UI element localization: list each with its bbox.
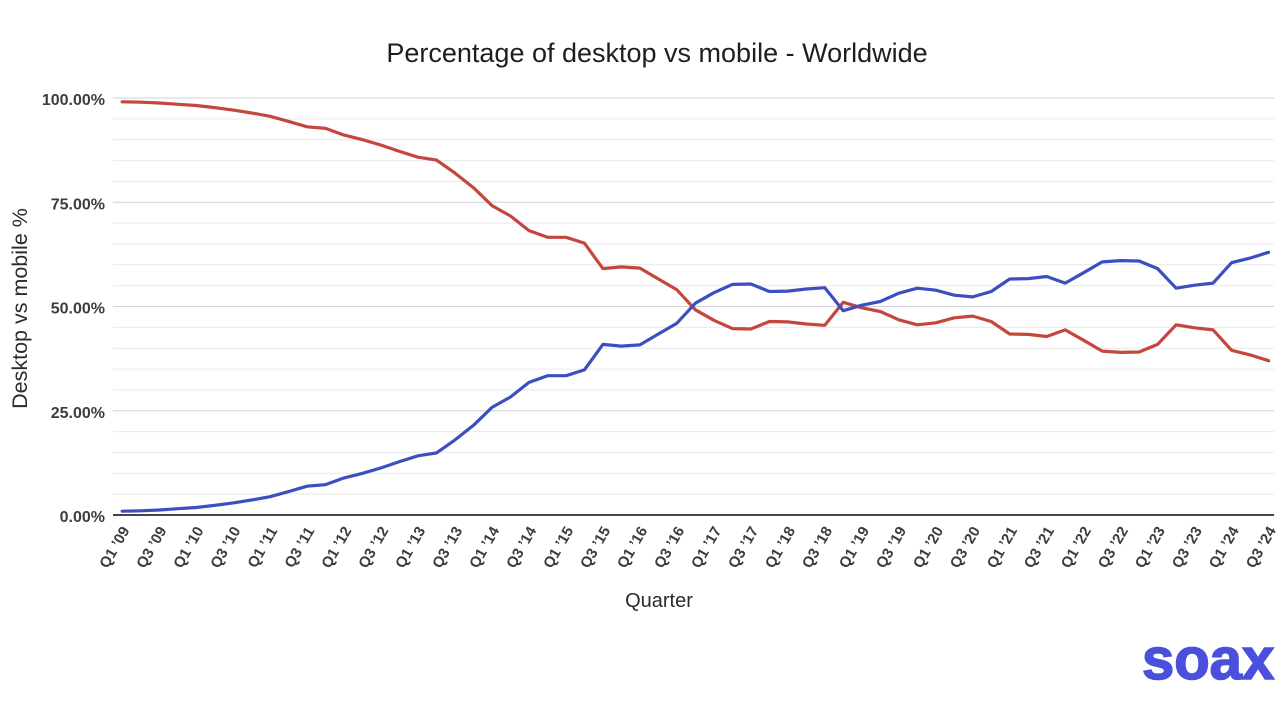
svg-text:0.00%: 0.00% xyxy=(60,509,105,526)
svg-text:Quarter: Quarter xyxy=(625,590,693,612)
svg-text:soax: soax xyxy=(1142,627,1274,692)
svg-text:100.00%: 100.00% xyxy=(42,92,105,109)
svg-text:Percentage of desktop vs mobil: Percentage of desktop vs mobile - Worldw… xyxy=(386,38,927,68)
svg-text:50.00%: 50.00% xyxy=(51,301,105,318)
svg-text:75.00%: 75.00% xyxy=(51,196,105,213)
svg-text:Desktop vs mobile %: Desktop vs mobile % xyxy=(8,208,32,409)
svg-text:25.00%: 25.00% xyxy=(51,405,105,422)
